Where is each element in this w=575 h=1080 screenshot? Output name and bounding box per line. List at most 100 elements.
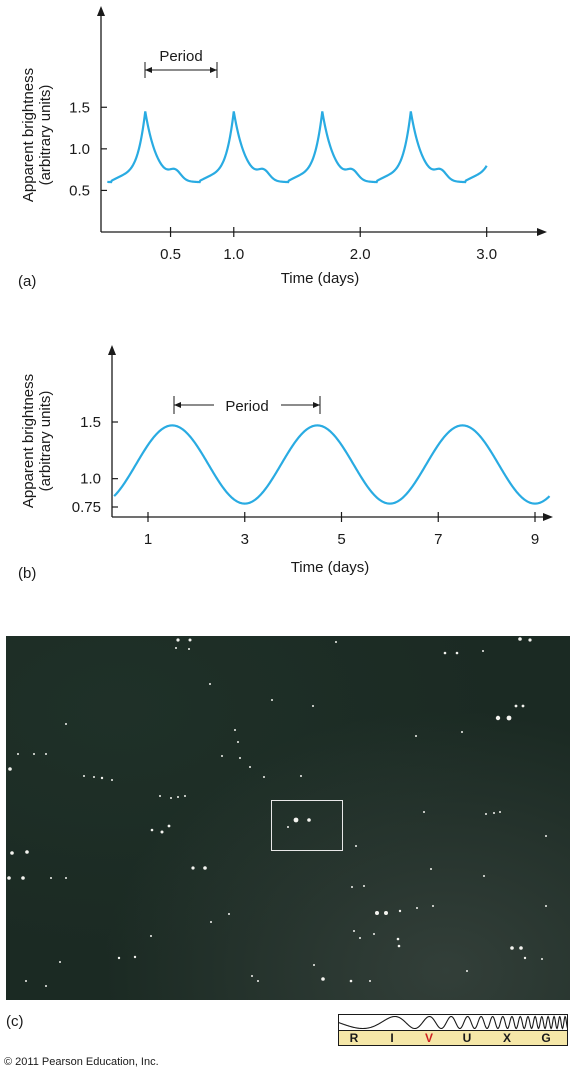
chart-b-x-tick-label: 3	[241, 531, 249, 548]
star	[293, 817, 299, 823]
star	[184, 795, 186, 797]
spectrum-wave-icon	[338, 1015, 569, 1030]
star	[251, 975, 253, 977]
star	[519, 946, 523, 950]
star	[375, 911, 379, 915]
star	[210, 921, 212, 923]
chart-b-y-tick-label: 1.0	[80, 471, 101, 488]
star	[351, 886, 353, 888]
chart-b-series-line	[113, 424, 551, 505]
star	[353, 930, 355, 932]
star	[398, 909, 402, 913]
star	[545, 835, 547, 837]
panel-label-c: (c)	[6, 1013, 24, 1030]
chart-b-period-label: Period	[225, 398, 268, 415]
spectrum-band-x: X	[503, 1031, 511, 1045]
star	[59, 961, 61, 963]
star	[455, 651, 459, 655]
star	[493, 812, 495, 814]
star	[521, 704, 525, 708]
star	[10, 851, 14, 855]
panel-label-b: (b)	[18, 565, 36, 582]
star	[373, 933, 375, 935]
star	[237, 741, 239, 743]
star	[397, 944, 401, 948]
star	[355, 845, 357, 847]
chart-a-x-tick-label: 1.0	[223, 246, 244, 263]
star	[150, 828, 154, 832]
star	[160, 830, 164, 834]
chart-b-x-tick-label: 9	[531, 531, 539, 548]
chart-a-x-tick-label: 0.5	[160, 246, 181, 263]
star	[271, 699, 273, 701]
star	[257, 980, 259, 982]
chart-b-x-tick-label: 7	[434, 531, 442, 548]
star	[176, 638, 180, 642]
star	[499, 811, 501, 813]
spectrum-band-u: U	[463, 1031, 472, 1045]
chart-b-ylabel-line2: (arbitrary units)	[37, 391, 54, 492]
star	[384, 911, 388, 915]
spectrum-band-i: I	[390, 1031, 393, 1045]
chart-a-ylabel-line1: Apparent brightness	[20, 68, 37, 202]
star-field-stars	[7, 637, 547, 987]
star	[83, 775, 85, 777]
chart-a-axes	[97, 6, 547, 236]
star	[133, 955, 137, 959]
star	[177, 796, 179, 798]
spectrum-band-v: V	[425, 1031, 433, 1045]
star	[466, 970, 468, 972]
chart-a-x-tick-label: 3.0	[476, 246, 497, 263]
star	[263, 776, 265, 778]
chart-a-y-tick-label: 1.0	[69, 141, 90, 158]
star	[300, 775, 302, 777]
chart-a-period-label: Period	[159, 48, 202, 65]
chart-b-y-tick-label: 1.5	[80, 414, 101, 431]
star	[65, 877, 67, 879]
chart-b-x-axis-arrow	[543, 513, 553, 521]
chart-a-period-annotation: Period	[144, 48, 218, 78]
star	[45, 985, 47, 987]
star	[33, 753, 35, 755]
star-field-photo	[6, 636, 570, 1000]
star	[100, 776, 104, 780]
star	[415, 735, 417, 737]
star	[369, 980, 371, 982]
star	[321, 977, 325, 981]
highlight-box	[271, 800, 343, 851]
spectrum-band-r: R	[350, 1031, 359, 1045]
star	[45, 753, 47, 755]
chart-b-axes	[108, 345, 553, 521]
star	[523, 956, 527, 960]
star	[111, 779, 113, 781]
star	[510, 946, 514, 950]
star	[363, 885, 365, 887]
star	[175, 647, 177, 649]
star	[312, 705, 314, 707]
star	[239, 757, 241, 759]
star	[416, 907, 418, 909]
star	[159, 795, 161, 797]
star	[203, 866, 207, 870]
star	[167, 824, 171, 828]
star	[209, 683, 211, 685]
star	[21, 876, 25, 880]
chart-b-x-tick-label: 1	[144, 531, 152, 548]
star	[432, 905, 434, 907]
star	[514, 704, 518, 708]
chart-b-ylabel-line1: Apparent brightness	[20, 374, 37, 508]
star	[117, 956, 121, 960]
star	[396, 937, 400, 941]
star	[506, 715, 512, 721]
chart-b-period-annotation: Period	[173, 396, 321, 415]
star	[461, 731, 463, 733]
star	[359, 937, 361, 939]
star	[50, 877, 52, 879]
star	[191, 866, 195, 870]
star	[495, 715, 501, 721]
chart-a-x-tick-label: 2.0	[350, 246, 371, 263]
chart-b-xlabel: Time (days)	[291, 559, 370, 576]
chart-b-x-tick-label: 5	[337, 531, 345, 548]
spectrum-band-g: G	[541, 1031, 550, 1045]
